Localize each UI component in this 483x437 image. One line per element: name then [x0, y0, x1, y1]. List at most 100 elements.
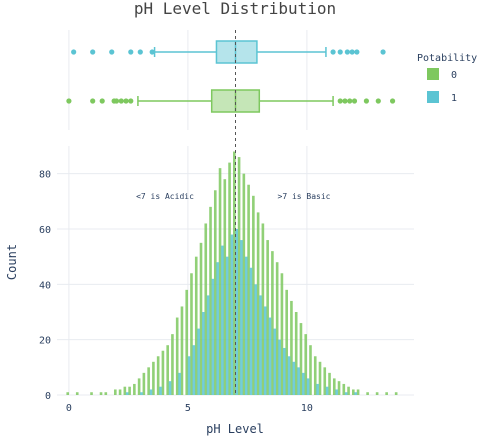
bar-series-1	[140, 392, 143, 395]
box-outlier-0	[66, 98, 72, 104]
bar-series-0	[261, 223, 265, 395]
bar-series-1	[254, 284, 258, 395]
basic-annotation: >7 is Basic	[278, 192, 331, 201]
bar-series-0	[209, 206, 212, 395]
bar-series-1	[187, 356, 191, 395]
bar-series-1	[335, 389, 338, 395]
bar-series-0	[271, 251, 274, 395]
bar-series-0	[237, 157, 241, 395]
bar-series-0	[247, 184, 250, 395]
legend-item-1[interactable]: 1	[427, 91, 457, 104]
bar-series-0	[161, 350, 165, 395]
bar-series-0	[332, 378, 336, 395]
bar-series-0	[242, 173, 246, 395]
bar-series-1	[216, 262, 219, 395]
x-axis-title: pH Level	[206, 422, 264, 436]
bar-series-0	[352, 389, 355, 395]
box-outlier-0	[347, 98, 353, 104]
box-plots	[66, 40, 396, 113]
bar-series-0	[223, 179, 227, 395]
bar-series-0	[385, 392, 388, 395]
box-outlier-1	[330, 49, 336, 55]
bar-series-0	[171, 334, 174, 395]
legend-swatch-1	[427, 91, 439, 103]
bar-series-0	[175, 317, 179, 395]
bar-series-0	[66, 392, 70, 395]
legend-item-0[interactable]: 0	[427, 68, 457, 81]
bar-series-1	[316, 383, 319, 395]
bar-series-1	[211, 278, 215, 395]
box-outlier-1	[109, 49, 115, 55]
box-outlier-1	[90, 49, 96, 55]
bar-series-1	[306, 378, 310, 395]
bar-series-0	[133, 383, 136, 395]
bar-series-0	[294, 312, 298, 395]
bar-series-1	[221, 245, 224, 395]
bar-series-1	[287, 356, 291, 395]
bar-series-1	[235, 229, 238, 395]
bar-series-1	[178, 372, 181, 395]
box-outlier-0	[337, 98, 343, 104]
bar-series-0	[366, 392, 369, 395]
bar-series-0	[147, 367, 150, 395]
bar-series-1	[259, 295, 262, 395]
bar-series-1	[149, 389, 153, 395]
bar-series-0	[118, 389, 122, 395]
bar-series-1	[125, 392, 129, 395]
box-grid	[68, 30, 308, 130]
bar-series-1	[197, 328, 200, 395]
y-tick-label: 60	[39, 225, 51, 236]
bar-series-0	[256, 212, 260, 395]
bar-series-1	[244, 256, 248, 395]
bar-series-1	[249, 267, 253, 395]
legend-label-0: 0	[451, 70, 457, 81]
bar-series-0	[328, 372, 331, 395]
bar-series-1	[263, 306, 267, 395]
bar-series-0	[337, 381, 341, 395]
bar-series-0	[318, 361, 322, 395]
bar-series-0	[309, 345, 312, 395]
bar-series-0	[228, 162, 231, 395]
bar-series-0	[356, 389, 360, 395]
box-outlier-0	[99, 98, 105, 104]
bar-series-0	[104, 392, 108, 395]
bar-series-0	[90, 392, 93, 395]
bar-series-1	[192, 345, 196, 395]
box-outlier-1	[354, 49, 360, 55]
bar-series-0	[299, 323, 303, 395]
bar-series-0	[342, 383, 346, 395]
bar-series-0	[190, 273, 193, 395]
bar-series-1	[344, 392, 348, 395]
bar-series-0	[266, 240, 269, 395]
bar-series-0	[137, 378, 141, 395]
bar-series-1	[354, 392, 357, 395]
bar-series-0	[142, 372, 146, 395]
box-outlier-0	[351, 98, 358, 104]
bar-series-0	[285, 289, 288, 395]
box-outlier-0	[118, 98, 124, 104]
bar-series-1	[225, 256, 229, 395]
bar-series-1	[168, 381, 172, 395]
x-tick-label: 5	[185, 403, 191, 414]
y-tick-label: 0	[45, 391, 51, 402]
bar-series-1	[278, 339, 281, 395]
axis-ticks: 0 5 10 0 20 40 60 80	[39, 170, 313, 414]
legend-label-1: 1	[451, 93, 457, 104]
bar-series-1	[282, 347, 286, 395]
box-outlier-0	[375, 98, 381, 104]
box-iqr-1	[215, 40, 258, 64]
histogram-bars	[66, 151, 398, 395]
bar-series-0	[185, 289, 189, 395]
box-outlier-0	[123, 98, 129, 104]
chart-title: pH Level Distribution	[134, 0, 336, 18]
bar-series-1	[325, 386, 329, 395]
bar-series-1	[206, 295, 210, 395]
bar-series-1	[268, 317, 272, 395]
box-outlier-1	[380, 49, 386, 55]
bar-series-1	[240, 240, 243, 395]
box-outlier-1	[137, 49, 143, 55]
box-outlier-1	[349, 49, 355, 55]
bar-series-0	[128, 386, 131, 395]
box-outlier-1	[128, 49, 134, 55]
x-tick-label: 0	[66, 403, 72, 414]
